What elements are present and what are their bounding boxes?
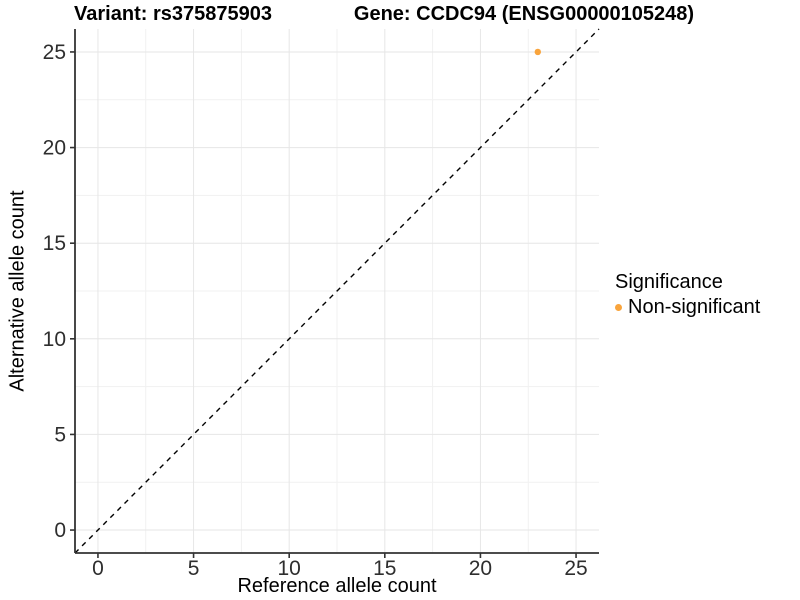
x-tick-label: 10	[278, 557, 301, 580]
data-point	[534, 48, 542, 56]
legend-item-non-significant: Non-significant	[615, 296, 760, 319]
identity-line	[74, 28, 600, 554]
legend: Significance Non-significant	[615, 271, 760, 319]
x-tick-label: 25	[564, 557, 587, 580]
y-tick-label: 25	[43, 41, 66, 64]
x-axis-title: Reference allele count	[237, 575, 437, 597]
legend-item-label: Non-significant	[628, 296, 761, 318]
legend-point-icon	[615, 304, 622, 311]
x-tick-label: 5	[188, 557, 200, 580]
x-tick-label: 15	[373, 557, 396, 580]
legend-title: Significance	[615, 271, 723, 293]
x-tick-label: 0	[92, 557, 104, 580]
x-tick-label: 20	[469, 557, 492, 580]
plot-title-gene: Gene: CCDC94 (ENSG00000105248)	[353, 3, 695, 25]
y-tick-label: 10	[43, 328, 66, 351]
y-tick-label: 5	[54, 423, 66, 446]
y-tick-label: 20	[43, 137, 66, 160]
y-tick-label: 15	[43, 232, 66, 255]
y-axis-title: Alternative allele count	[6, 190, 29, 392]
y-tick-label: 0	[54, 519, 66, 542]
plot-title-variant: Variant: rs375875903	[74, 3, 272, 25]
